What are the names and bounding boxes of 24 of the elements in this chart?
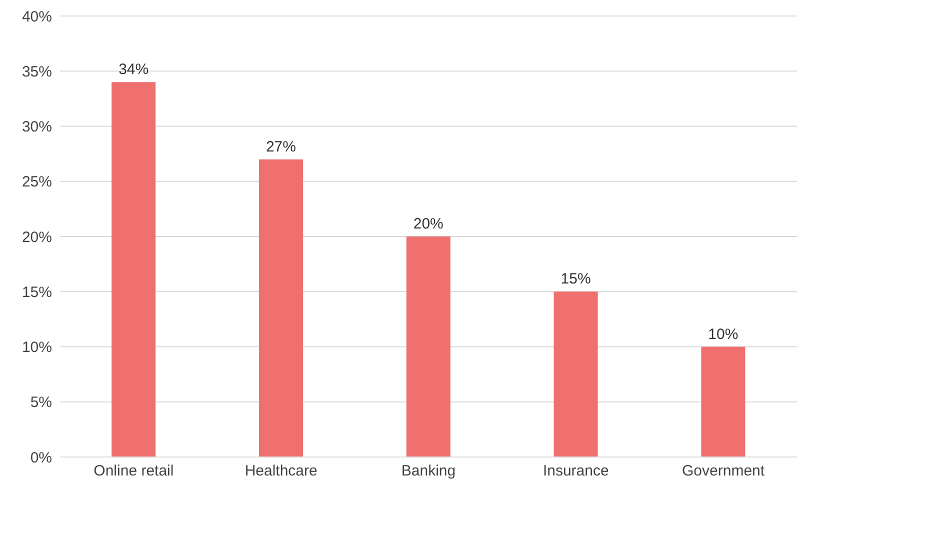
x-tick-label: Government [682, 462, 766, 480]
y-tick-label: 10% [22, 339, 52, 356]
data-label: 10% [708, 326, 738, 343]
data-label: 20% [413, 216, 444, 232]
y-tick-label: 40% [22, 8, 52, 26]
bar [554, 292, 598, 457]
y-tick-label: 0% [30, 449, 52, 466]
y-tick-label: 35% [22, 63, 52, 80]
data-label: 15% [560, 270, 591, 288]
data-label: 27% [266, 138, 296, 156]
bar [701, 346, 746, 457]
y-tick-label: 20% [22, 228, 52, 246]
x-tick-label: Online retail [94, 462, 174, 480]
bar [406, 236, 450, 457]
x-tick-label: Banking [401, 462, 456, 480]
bar [112, 82, 156, 457]
y-tick-label: 30% [22, 118, 52, 136]
bar [258, 159, 303, 457]
y-tick-label: 15% [22, 284, 52, 301]
y-tick-label: 25% [22, 174, 52, 191]
x-tick-label: Healthcare [244, 462, 318, 480]
x-tick-label: Insurance [542, 462, 609, 480]
data-label: 34% [118, 61, 149, 78]
y-tick-label: 5% [30, 394, 52, 412]
